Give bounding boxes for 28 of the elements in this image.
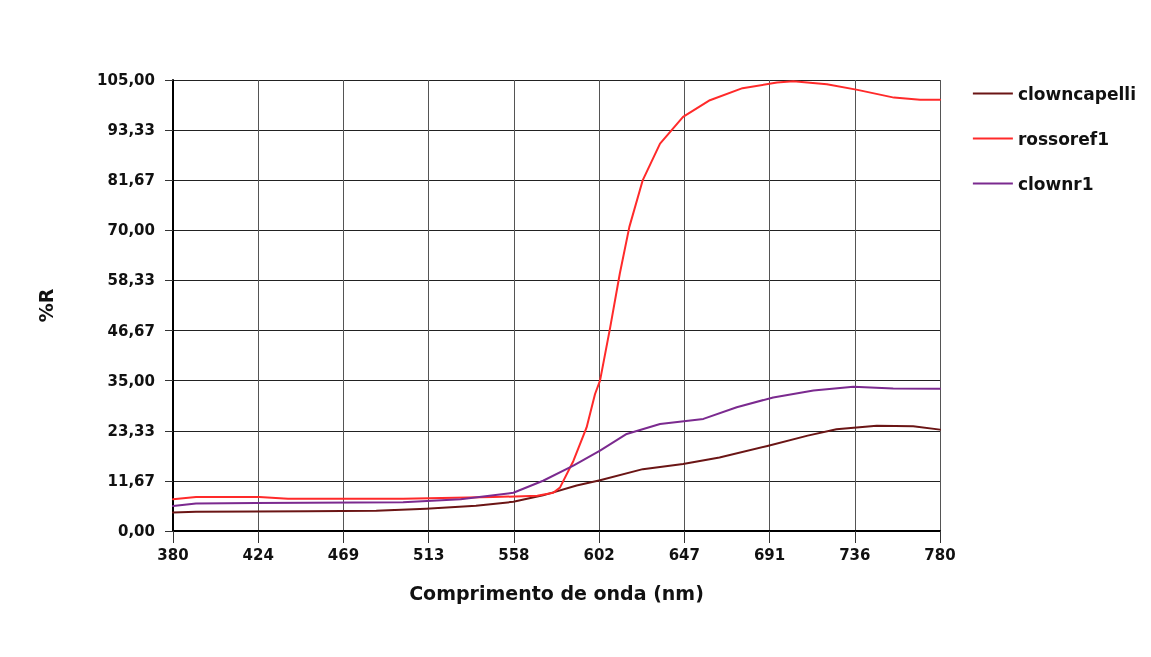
y-tick-label: 93,33 <box>107 121 155 140</box>
y-tick-label: 46,67 <box>107 321 155 340</box>
legend-label: rossoref1 <box>1017 128 1109 149</box>
line-series <box>172 385 941 508</box>
legend-label: clowncapelli <box>1017 83 1136 104</box>
line-series <box>172 424 941 514</box>
x-tick-label: 469 <box>327 545 360 564</box>
y-tick-label: 11,67 <box>107 471 155 490</box>
line-series <box>172 80 941 501</box>
x-tick-label: 780 <box>924 545 956 564</box>
y-axis-title: %R <box>34 288 57 323</box>
x-tick-label: 513 <box>413 545 445 564</box>
y-tick-label: 81,67 <box>107 171 155 190</box>
x-tick-label: 647 <box>668 545 700 564</box>
legend-label: clownr1 <box>1017 173 1094 194</box>
x-tick-label: 558 <box>498 545 530 564</box>
y-tick-label: 0,00 <box>117 522 155 540</box>
x-tick-label: 424 <box>242 545 274 564</box>
x-tick-label: 736 <box>839 545 871 564</box>
y-tick-label: 105,00 <box>97 71 155 89</box>
x-axis-title: Comprimento de onda (nm) <box>409 581 704 604</box>
y-tick-label: 70,00 <box>107 221 155 240</box>
y-tick-label: 23,33 <box>107 421 155 440</box>
x-tick-label: 602 <box>583 545 615 564</box>
y-tick-label: 58,33 <box>107 271 155 290</box>
y-tick-label: 35,00 <box>107 371 155 390</box>
x-tick-label: 380 <box>157 545 189 564</box>
x-tick-label: 691 <box>753 545 786 564</box>
